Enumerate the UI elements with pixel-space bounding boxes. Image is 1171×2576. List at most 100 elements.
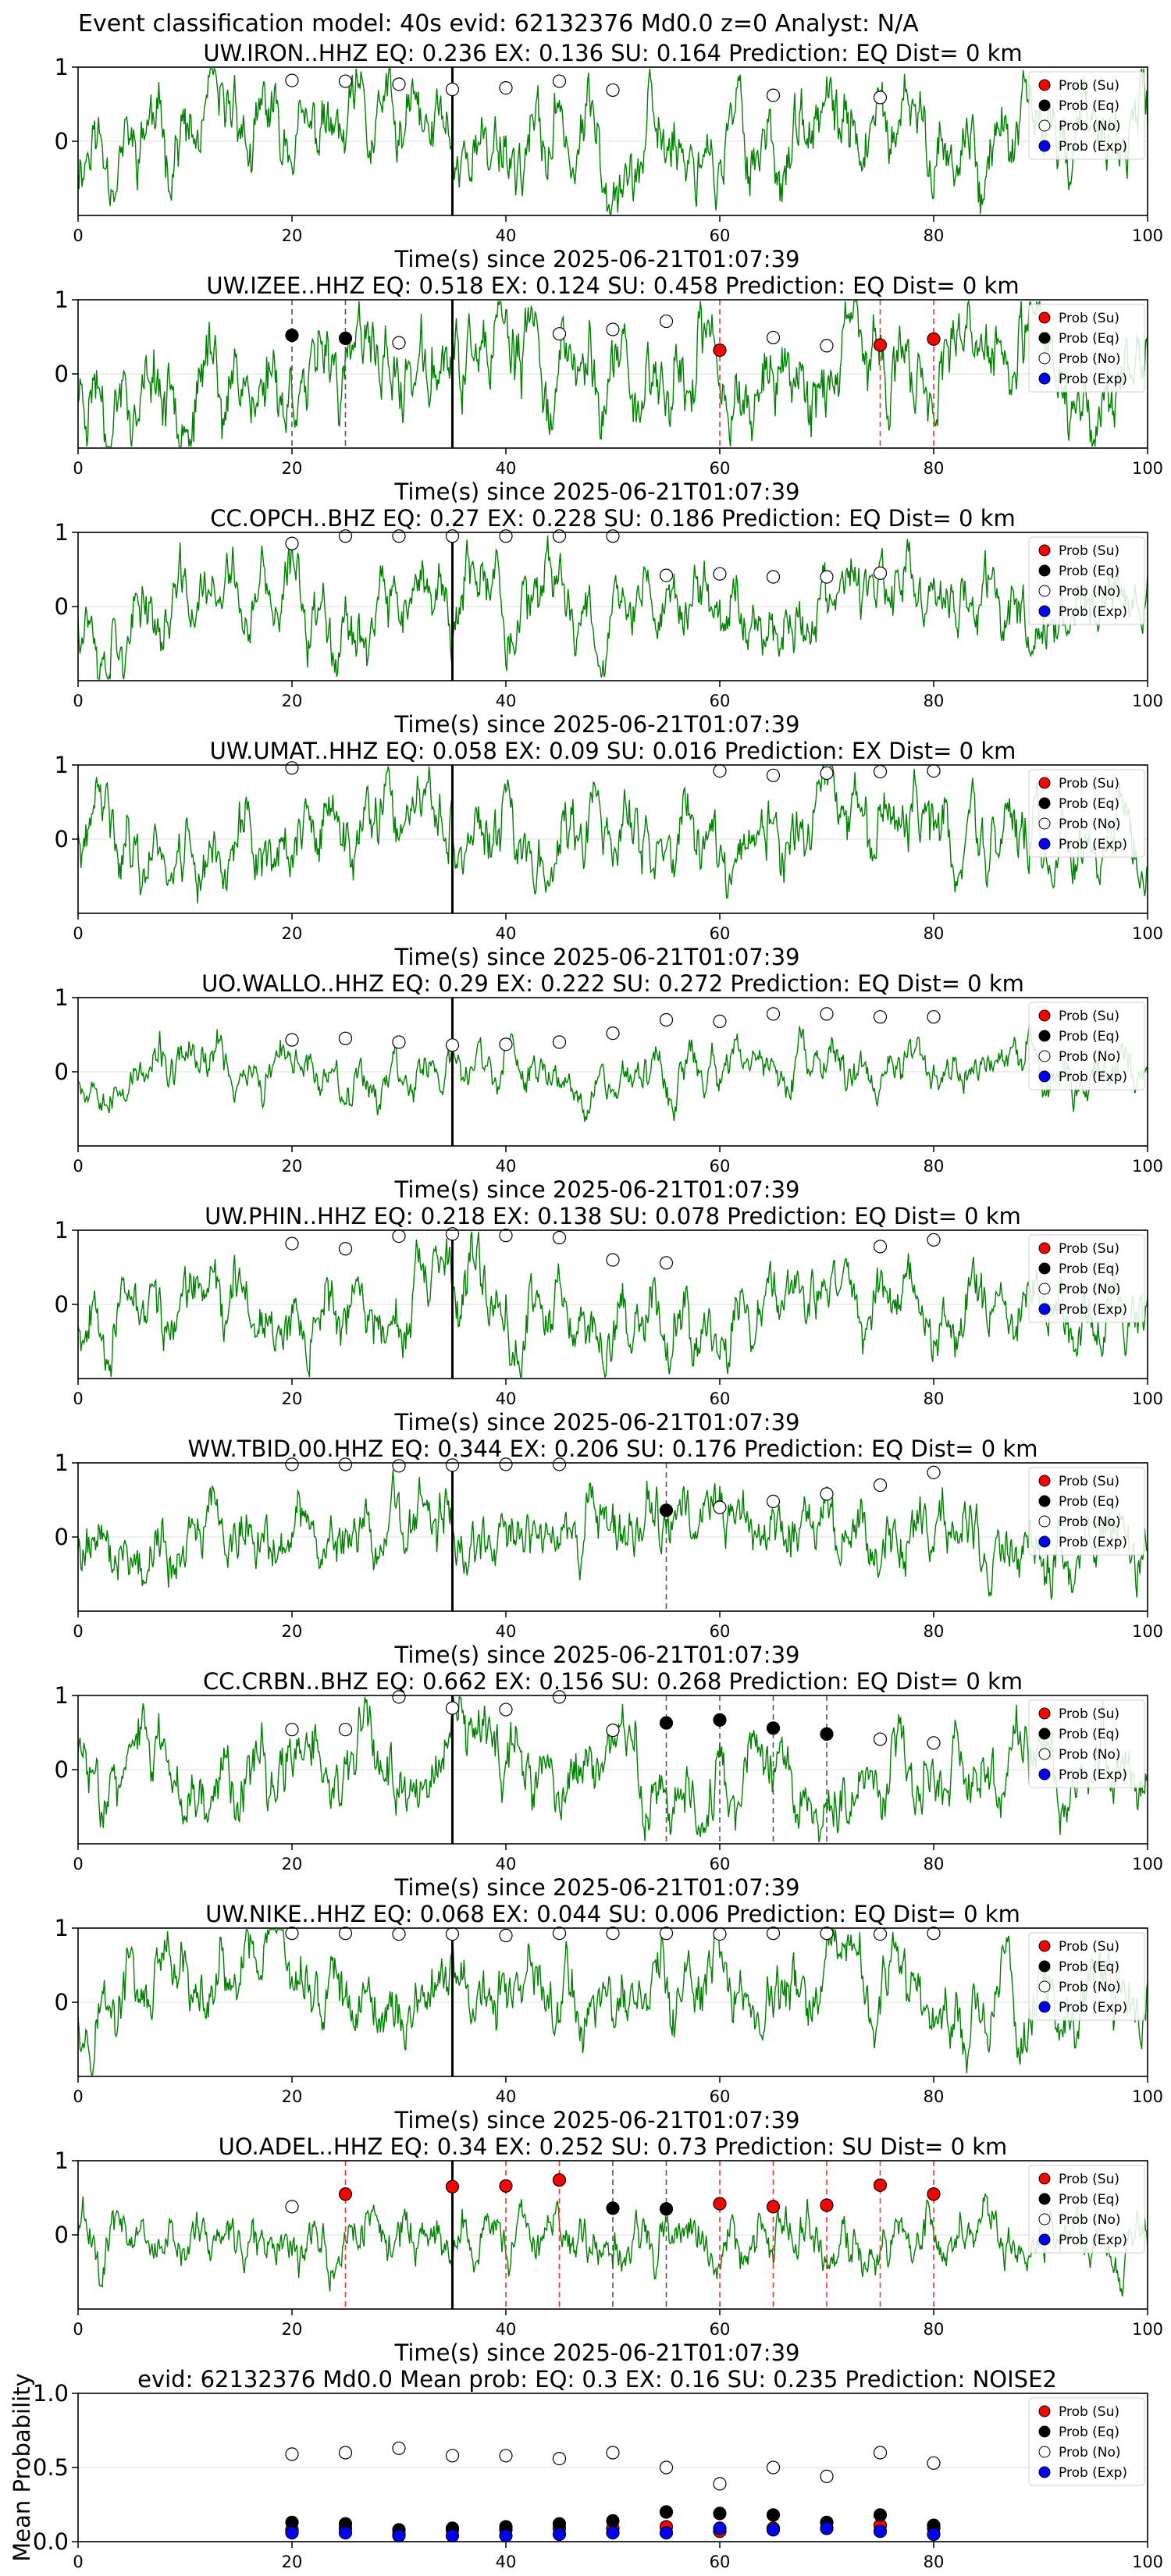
mean-no-marker: [338, 2446, 353, 2460]
prob-su-marker: [713, 343, 727, 358]
waveform-trace: [78, 67, 1148, 215]
x-tick-label: 60: [710, 1157, 731, 1176]
prob-no-marker: [659, 1256, 674, 1270]
mean-no-marker: [392, 2441, 406, 2455]
prob-no-marker: [285, 536, 299, 550]
y-tick-label: 0: [55, 2222, 69, 2248]
mean-no-marker: [927, 2456, 941, 2470]
legend-box: [1028, 2397, 1145, 2486]
x-tick-label: 100: [1132, 2553, 1163, 2571]
prob-su-marker: [499, 2179, 513, 2193]
prob-no-marker: [499, 1229, 513, 1243]
mean-eq-marker: [873, 2508, 888, 2522]
plot-area: [78, 1230, 1148, 1379]
prob-no-marker: [499, 80, 513, 95]
legend-box: [1028, 1467, 1145, 1556]
legend-eq-label: Prob (Eq): [1059, 2192, 1119, 2208]
prob-no-marker: [338, 529, 353, 543]
prob-no-marker: [927, 1233, 941, 1247]
x-tick-label: 0: [73, 692, 83, 710]
waveform-trace: [78, 1470, 1148, 1599]
prob-no-marker: [606, 322, 620, 336]
y-tick-label: 1: [55, 2147, 69, 2174]
panel-title: UW.IZEE..HHZ EQ: 0.518 EX: 0.124 SU: 0.4…: [206, 272, 1019, 299]
prob-no-marker: [552, 1230, 567, 1245]
prob-no-marker: [285, 1723, 299, 1737]
x-axis-label: Time(s) since 2025-06-21T01:07:39: [394, 1874, 800, 1901]
legend-exp-marker: [1038, 605, 1051, 617]
mean-exp-marker: [820, 2521, 834, 2535]
mean-eq-marker: [766, 2508, 781, 2522]
chart-panel-3: CC.OPCH..BHZ EQ: 0.27 EX: 0.228 SU: 0.18…: [55, 505, 1164, 738]
prob-no-marker: [713, 1927, 727, 1941]
panel-title: UW.PHIN..HHZ EQ: 0.218 EX: 0.138 SU: 0.0…: [205, 1203, 1021, 1229]
x-tick-label: 20: [282, 459, 303, 478]
prob-no-marker: [499, 529, 513, 543]
x-tick-label: 60: [710, 1622, 731, 1641]
x-tick-label: 20: [282, 1389, 303, 1408]
prob-no-marker: [873, 1240, 888, 1254]
prob-no-marker: [606, 1026, 620, 1041]
prob-no-marker: [713, 1500, 727, 1514]
legend-exp-label: Prob (Exp): [1059, 1535, 1127, 1550]
prob-no-marker: [338, 1031, 353, 1045]
y-tick-label: 0: [55, 1291, 69, 1318]
prob-no-marker: [820, 1007, 834, 1021]
prob-no-marker: [659, 568, 674, 582]
x-tick-label: 0: [73, 1157, 83, 1176]
prob-no-marker: [766, 330, 781, 345]
legend-exp-marker: [1038, 1070, 1051, 1083]
prob-no-marker: [873, 1927, 888, 1941]
x-tick-label: 0: [73, 2320, 83, 2339]
mean-no-marker: [552, 2452, 567, 2466]
legend-no-label: Prob (No): [1059, 584, 1121, 600]
x-tick-label: 80: [924, 2087, 945, 2106]
chart-panel-5: UO.WALLO..HHZ EQ: 0.29 EX: 0.222 SU: 0.2…: [55, 970, 1164, 1203]
y-tick-label: 0: [55, 826, 69, 852]
chart-panel-9: UW.NIKE..HHZ EQ: 0.068 EX: 0.044 SU: 0.0…: [55, 1901, 1164, 2133]
x-axis-label: Time(s) since 2025-06-21T01:07:39: [394, 1176, 800, 1203]
x-tick-label: 60: [710, 1855, 731, 1873]
legend-no-label: Prob (No): [1059, 119, 1121, 134]
y-tick-label: 1: [55, 1682, 69, 1709]
waveform-trace: [78, 1696, 1148, 1843]
mean-exp-marker: [927, 2527, 941, 2542]
panel-title: UW.NIKE..HHZ EQ: 0.068 EX: 0.044 SU: 0.0…: [205, 1901, 1020, 1927]
legend-su-marker: [1038, 1009, 1051, 1022]
prob-su-marker: [445, 2179, 460, 2194]
legend-exp-marker: [1038, 2466, 1051, 2478]
x-axis-label: Time(s) since 2025-06-21T01:07:39: [394, 1409, 800, 1436]
mean-no-marker: [606, 2446, 620, 2460]
prob-no-marker: [659, 1012, 674, 1027]
x-tick-label: 20: [282, 226, 303, 245]
x-tick-label: 40: [496, 924, 517, 943]
prob-no-marker: [927, 1927, 941, 1941]
prob-no-marker: [713, 763, 727, 778]
y-tick-label: 1: [55, 752, 69, 778]
legend-exp-marker: [1038, 838, 1051, 850]
legend-no-label: Prob (No): [1059, 1049, 1121, 1065]
mean-no-marker: [766, 2460, 781, 2475]
mean-no-marker: [713, 2477, 727, 2491]
legend-no-marker: [1038, 119, 1051, 132]
prob-no-marker: [285, 761, 299, 775]
x-axis-label: Time(s) since 2025-06-21T01:07:39: [394, 2339, 800, 2366]
legend-no-label: Prob (No): [1059, 2212, 1121, 2228]
prob-no-marker: [873, 1732, 888, 1746]
legend-no-marker: [1038, 1283, 1051, 1295]
legend-su-label: Prob (Su): [1059, 1009, 1119, 1024]
prob-eq-marker: [820, 1727, 834, 1741]
legend-exp-label: Prob (Exp): [1059, 1302, 1127, 1318]
prob-no-marker: [552, 1690, 567, 1704]
legend-box: [1028, 536, 1145, 625]
prob-no-marker: [820, 1487, 834, 1501]
prob-no-marker: [552, 1035, 567, 1049]
x-tick-label: 80: [924, 1622, 945, 1641]
legend-no-marker: [1038, 1050, 1051, 1062]
plot-area: [78, 1928, 1148, 2076]
legend-exp-marker: [1038, 1535, 1051, 1548]
y-tick-label: 0: [55, 1989, 69, 2016]
prob-su-marker: [766, 2200, 781, 2214]
panel-title: CC.CRBN..BHZ EQ: 0.662 EX: 0.156 SU: 0.2…: [203, 1668, 1023, 1695]
prob-no-marker: [766, 1494, 781, 1509]
